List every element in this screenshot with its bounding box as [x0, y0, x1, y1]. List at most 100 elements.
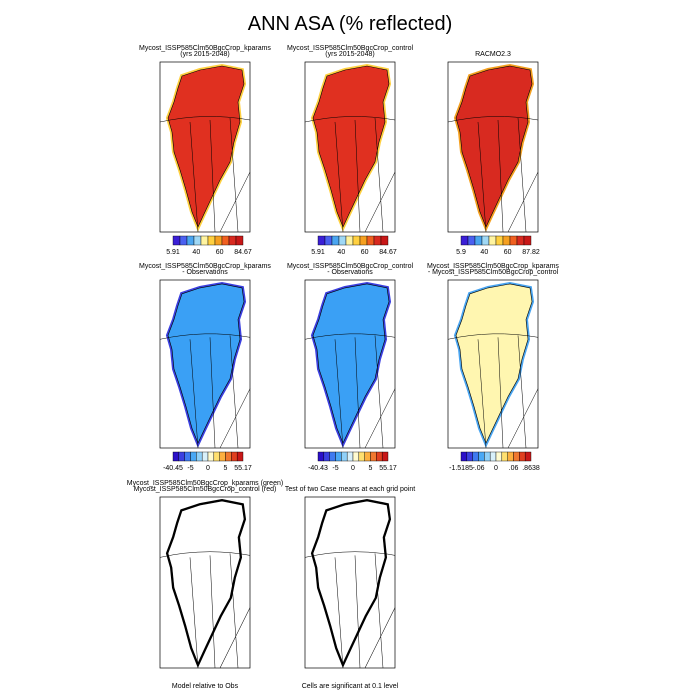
panel-title: Mycost_ISSP585Clm50BgcCrop_kparams (gree…: [127, 480, 283, 487]
colorbar-cell: [489, 451, 497, 462]
colorbar-cell: [200, 235, 209, 246]
map-panel: [447, 61, 539, 233]
colorbar-label: 60: [361, 249, 369, 256]
colorbar-label: 55.17: [234, 465, 252, 472]
colorbar-cell: [478, 451, 485, 462]
colorbar-label: 5: [224, 465, 228, 472]
colorbar-label: 60: [216, 249, 224, 256]
colorbar-cell: [352, 235, 361, 246]
colorbar-label: 55.17: [379, 465, 397, 472]
panel-title: Mycost_ISSP585Clm50BgcCrop_control (red): [134, 486, 277, 493]
greenland: [159, 64, 251, 233]
colorbar-label: 5.9: [456, 249, 466, 256]
colorbar-cell: [370, 451, 377, 462]
figure-title: ANN ASA (% reflected): [248, 13, 453, 35]
colorbar-cell: [236, 451, 244, 462]
panel-title: Mycost_ISSP585Clm50BgcCrop_kparams: [139, 45, 271, 52]
colorbar-label: -40.43: [308, 465, 328, 472]
colorbar-cell: [213, 451, 220, 462]
meridians: [447, 333, 539, 449]
panel-title: - Observations: [182, 269, 228, 276]
colorbar-cell: [523, 235, 532, 246]
colorbar-label: 40: [337, 249, 345, 256]
meridians: [447, 116, 539, 233]
colorbar-cell: [172, 451, 180, 462]
colorbar-cell: [184, 451, 191, 462]
colorbar-cell: [225, 451, 232, 462]
colorbar-cell: [335, 451, 342, 462]
panel-title: (yrs 2015-2048): [325, 51, 374, 58]
colorbar-cell: [358, 451, 365, 462]
colorbar-cell: [219, 451, 226, 462]
colorbar-label: -.06: [472, 465, 484, 472]
colorbar-cell: [201, 451, 209, 462]
colorbar-cell: [345, 235, 354, 246]
greenland: [159, 281, 251, 449]
colorbar-cell: [190, 451, 197, 462]
map-panel: [159, 61, 251, 233]
colorbar-cell: [352, 451, 360, 462]
meridians: [159, 333, 251, 449]
colorbar-cell: [196, 451, 203, 462]
colorbar-cell: [460, 235, 469, 246]
panel-title: Mycost_ISSP585Clm50BgcCrop_kparams: [427, 263, 559, 270]
greenland: [304, 281, 396, 449]
colorbar-cell: [474, 235, 483, 246]
colorbar-cell: [323, 451, 330, 462]
panel-title: Test of two Case means at each grid poin…: [285, 486, 415, 493]
panel-title: Mycost_ISSP585Clm50BgcCrop_control: [287, 45, 414, 52]
meridians: [304, 116, 396, 233]
colorbar-cell: [484, 451, 491, 462]
colorbar-label: 40: [480, 249, 488, 256]
greenland: [447, 64, 539, 233]
colorbar-label: -5: [187, 465, 193, 472]
greenland: [447, 281, 539, 449]
colorbar-cell: [488, 235, 497, 246]
panel-title: - Observations: [327, 269, 373, 276]
colorbar-cell: [193, 235, 202, 246]
colorbar-cell: [481, 235, 490, 246]
colorbar-cell: [366, 235, 375, 246]
colorbar-cell: [172, 235, 181, 246]
colorbar-cell: [341, 451, 348, 462]
colorbar-cell: [364, 451, 371, 462]
map-panel: [447, 279, 539, 449]
colorbar-label: 84.67: [379, 249, 397, 256]
colorbar-cell: [502, 235, 511, 246]
colorbar-label: 5: [369, 465, 373, 472]
colorbar-label: 0: [206, 465, 210, 472]
colorbar-label: 0: [351, 465, 355, 472]
colorbar-cell: [509, 235, 518, 246]
map-panel: [304, 61, 396, 233]
colorbar-cell: [467, 235, 476, 246]
colorbar-label: -40.45: [163, 465, 183, 472]
colorbar-cell: [513, 451, 520, 462]
colorbar-label: -1.5185: [449, 465, 473, 472]
colorbar-cell: [324, 235, 333, 246]
colorbar-cell: [235, 235, 244, 246]
colorbar-cell: [472, 451, 479, 462]
colorbar-cell: [495, 235, 504, 246]
meridians: [159, 551, 251, 669]
map-panel: [159, 279, 251, 449]
greenland: [304, 64, 396, 233]
colorbar-cell: [179, 235, 188, 246]
colorbar-label: 40: [192, 249, 200, 256]
colorbar-cell: [221, 235, 230, 246]
colorbar-cell: [376, 451, 383, 462]
colorbar-label: 5.91: [311, 249, 325, 256]
map-panel: [304, 496, 396, 669]
colorbar-cell: [516, 235, 525, 246]
colorbar-label: .06: [509, 465, 519, 472]
colorbar-cell: [373, 235, 382, 246]
colorbar-label: 87.82: [522, 249, 540, 256]
greenland: [159, 501, 251, 669]
colorbar-cell: [186, 235, 195, 246]
panel-title: - Mycost_ISSP585Clm50BgcCrop_control: [428, 269, 559, 276]
panel-title: Mycost_ISSP585Clm50BgcCrop_kparams: [139, 263, 271, 270]
panel-title: (yrs 2015-2048): [180, 51, 229, 58]
colorbar-cell: [317, 235, 326, 246]
panel-note: Cells are significant at 0.1 level: [302, 683, 399, 690]
colorbar-cell: [331, 235, 340, 246]
panel-note: Model relative to Obs: [172, 683, 239, 690]
